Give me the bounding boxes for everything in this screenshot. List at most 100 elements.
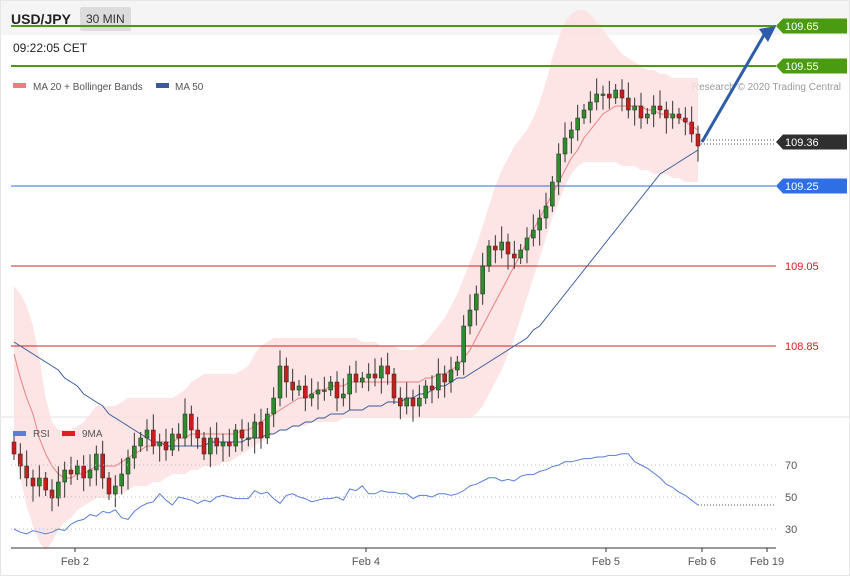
bull-candle bbox=[518, 249, 523, 259]
bull-candle bbox=[600, 93, 606, 96]
bull-candle bbox=[562, 137, 568, 155]
copyright-text: Research © 2020 Trading Central bbox=[692, 82, 841, 93]
bull-candle bbox=[62, 469, 67, 483]
bull-candle bbox=[157, 441, 162, 447]
bull-candle bbox=[252, 421, 257, 439]
bear-candle bbox=[49, 489, 55, 499]
bull-candle bbox=[467, 309, 473, 327]
bull-candle bbox=[87, 469, 93, 479]
ma50-legend-label: MA 50 bbox=[175, 82, 204, 93]
x-tick-label: Feb 4 bbox=[352, 556, 380, 568]
level-label: 109.05 bbox=[785, 261, 819, 273]
bull-candle bbox=[455, 361, 460, 371]
ma50-line bbox=[13, 149, 699, 447]
bull-candle bbox=[581, 109, 587, 119]
bull-candle bbox=[170, 433, 175, 451]
bull-candle bbox=[296, 385, 302, 391]
bull-candle bbox=[113, 485, 118, 495]
forecast-arrow bbox=[700, 34, 766, 143]
bear-candle bbox=[626, 97, 631, 111]
bear-candle bbox=[201, 437, 207, 455]
bear-candle bbox=[683, 117, 688, 123]
bull-candle bbox=[341, 393, 346, 399]
price-tag-109.55 bbox=[776, 58, 847, 74]
bear-candle bbox=[619, 89, 625, 99]
bull-candle bbox=[670, 113, 675, 119]
bull-candle bbox=[75, 465, 80, 475]
bear-candle bbox=[664, 109, 669, 119]
bear-candle bbox=[176, 433, 181, 439]
bear-candle bbox=[195, 429, 200, 439]
bull-candle bbox=[119, 473, 124, 487]
bull-candle bbox=[417, 397, 422, 407]
bull-candle bbox=[315, 389, 321, 395]
x-tick-label: Feb 19 bbox=[750, 556, 784, 568]
bear-candle bbox=[81, 465, 86, 479]
bull-candle bbox=[461, 325, 466, 363]
bull-candle bbox=[208, 437, 213, 455]
rsi-line bbox=[13, 453, 699, 535]
bull-candle bbox=[309, 393, 314, 399]
bear-candle bbox=[258, 421, 264, 439]
bear-candle bbox=[689, 121, 694, 135]
rsi-tick-label: 70 bbox=[785, 460, 797, 472]
bull-candle bbox=[632, 105, 637, 111]
bull-candle bbox=[486, 245, 492, 267]
price-tag-109.65 bbox=[776, 18, 847, 34]
x-tick-label: Feb 6 bbox=[688, 556, 716, 568]
level-label: 108.85 bbox=[785, 341, 819, 353]
bull-candle bbox=[499, 241, 504, 251]
bear-candle bbox=[410, 397, 416, 407]
bull-candle bbox=[448, 369, 454, 383]
bull-candle bbox=[144, 429, 150, 439]
bull-candle bbox=[404, 397, 409, 407]
bull-candle bbox=[651, 105, 656, 115]
price-tag-label: 109.65 bbox=[785, 21, 819, 33]
bull-candle bbox=[271, 397, 276, 415]
bear-candle bbox=[372, 373, 378, 379]
bull-candle bbox=[550, 181, 555, 207]
price-tag-109.36 bbox=[776, 134, 847, 150]
bull-candle bbox=[94, 453, 99, 471]
timestamp: 09:22:05 CET bbox=[13, 41, 88, 55]
bull-candle bbox=[366, 373, 371, 379]
ma50-legend-swatch bbox=[156, 83, 169, 88]
bear-candle bbox=[18, 453, 23, 467]
price-tag-label: 109.25 bbox=[785, 181, 819, 193]
bear-candle bbox=[11, 441, 17, 455]
bull-candle bbox=[37, 477, 42, 487]
bull-candle bbox=[480, 265, 485, 295]
ma20-legend-label: MA 20 + Bollinger Bands bbox=[33, 82, 143, 93]
bear-candle bbox=[24, 465, 29, 479]
price-tag-109.25 bbox=[776, 178, 847, 194]
bear-candle bbox=[43, 477, 48, 491]
bull-candle bbox=[423, 385, 428, 399]
bull-candle bbox=[233, 429, 238, 447]
bear-candle bbox=[303, 385, 308, 399]
bull-candle bbox=[277, 365, 283, 399]
ma20-legend-swatch bbox=[13, 83, 26, 88]
rsi-tick-label: 50 bbox=[785, 492, 797, 504]
bear-candle bbox=[385, 365, 390, 375]
bull-candle bbox=[588, 101, 593, 111]
bear-candle bbox=[239, 429, 245, 439]
bull-candle bbox=[594, 93, 599, 103]
bull-candle bbox=[138, 437, 143, 447]
rsi-ma-legend-swatch bbox=[62, 431, 75, 436]
symbol-title: USD/JPY bbox=[11, 11, 71, 27]
bull-candle bbox=[125, 457, 131, 475]
bull-candle bbox=[531, 229, 536, 239]
bear-candle bbox=[227, 441, 232, 447]
bear-candle bbox=[106, 477, 112, 495]
forecast-arrow-head bbox=[759, 26, 776, 42]
bear-candle bbox=[442, 373, 447, 383]
rsi-tick-label: 30 bbox=[785, 524, 797, 536]
bear-candle bbox=[151, 429, 156, 447]
bull-candle bbox=[474, 293, 479, 311]
bull-candle bbox=[246, 437, 251, 440]
bull-candle bbox=[360, 377, 365, 383]
bear-candle bbox=[284, 365, 289, 383]
rsi-legend-swatch bbox=[13, 431, 26, 436]
bull-candle bbox=[575, 117, 580, 131]
